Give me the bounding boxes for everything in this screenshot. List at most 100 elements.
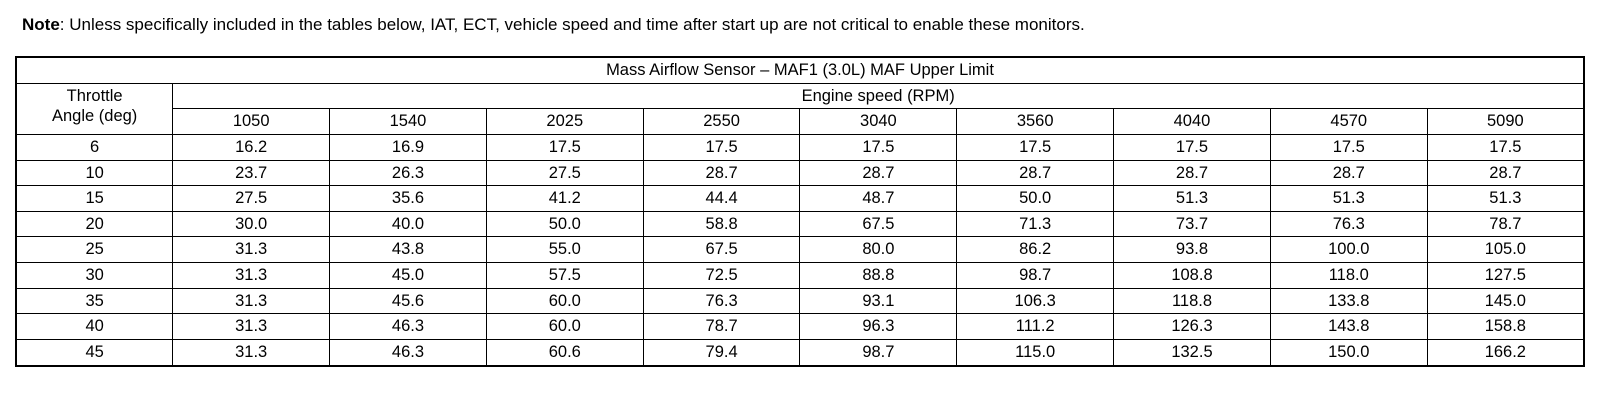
throttle-angle-value: 6: [15, 133, 174, 161]
maf-value-cell: 16.2: [172, 133, 331, 161]
column-group-header-row: Throttle Angle (deg) Engine speed (RPM): [15, 82, 1585, 135]
maf-value-cell: 28.7: [1113, 159, 1271, 187]
maf-value-cell: 132.5: [1113, 338, 1271, 367]
table-header: Mass Airflow Sensor – MAF1 (3.0L) MAF Up…: [15, 56, 1585, 135]
maf-value-cell: 133.8: [1269, 287, 1428, 315]
rpm-column-header: 2550: [642, 108, 801, 135]
table-row: 25 31.3 43.8 55.0 67.5 80.0 86.2 93.8 100.0 105.0: [15, 236, 1585, 264]
maf-value-cell: 76.3: [642, 287, 801, 315]
maf-value-cell: 28.7: [799, 159, 958, 187]
table-title: Mass Airflow Sensor – MAF1 (3.0L) MAF Up…: [15, 56, 1585, 84]
maf-value-cell: 96.3: [799, 313, 958, 340]
maf-upper-limit-table: Mass Airflow Sensor – MAF1 (3.0L) MAF Up…: [15, 56, 1585, 367]
maf-value-cell: 51.3: [1269, 185, 1428, 212]
maf-value-cell: 55.0: [485, 236, 644, 264]
maf-value-cell: 26.3: [329, 159, 487, 187]
maf-value-cell: 93.1: [799, 287, 958, 315]
maf-value-cell: 78.7: [1426, 210, 1585, 238]
maf-value-cell: 30.0: [172, 210, 331, 238]
maf-value-cell: 51.3: [1426, 185, 1585, 212]
maf-value-cell: 44.4: [642, 185, 801, 212]
maf-value-cell: 46.3: [329, 338, 487, 367]
maf-value-cell: 35.6: [329, 185, 487, 212]
maf-value-cell: 108.8: [1113, 262, 1271, 289]
rpm-column-header: 5090: [1426, 108, 1585, 135]
table-body: 6 16.2 16.9 17.5 17.5 17.5 17.5 17.5 17.5 17.5 10 2…: [15, 133, 1585, 367]
maf-value-cell: 158.8: [1426, 313, 1585, 340]
maf-value-cell: 79.4: [642, 338, 801, 367]
maf-value-cell: 27.5: [485, 159, 644, 187]
rpm-column-header: 1540: [329, 108, 487, 135]
rpm-column-header: 4570: [1269, 108, 1428, 135]
document-page: Note: Unless specifically included in th…: [15, 14, 1585, 367]
note-paragraph: Note: Unless specifically included in th…: [22, 14, 1585, 36]
maf-value-cell: 57.5: [485, 262, 644, 289]
maf-value-cell: 126.3: [1113, 313, 1271, 340]
throttle-angle-value: 20: [15, 210, 174, 238]
table-row: 30 31.3 45.0 57.5 72.5 88.8 98.7 108.8 118.0 127.…: [15, 262, 1585, 289]
maf-value-cell: 67.5: [799, 210, 958, 238]
maf-value-cell: 60.0: [485, 287, 644, 315]
rpm-column-header: 3560: [956, 108, 1115, 135]
throttle-angle-value: 25: [15, 236, 174, 264]
maf-value-cell: 100.0: [1269, 236, 1428, 264]
maf-value-cell: 50.0: [485, 210, 644, 238]
maf-value-cell: 31.3: [172, 236, 331, 264]
maf-value-cell: 78.7: [642, 313, 801, 340]
maf-value-cell: 143.8: [1269, 313, 1428, 340]
table-row: 40 31.3 46.3 60.0 78.7 96.3 111.2 126.3 143.8 158…: [15, 313, 1585, 340]
maf-value-cell: 43.8: [329, 236, 487, 264]
table-row: 15 27.5 35.6 41.2 44.4 48.7 50.0 51.3 51.3 51.3: [15, 185, 1585, 212]
maf-value-cell: 60.0: [485, 313, 644, 340]
note-label: Note: [22, 15, 60, 34]
maf-value-cell: 23.7: [172, 159, 331, 187]
maf-value-cell: 71.3: [956, 210, 1115, 238]
maf-value-cell: 28.7: [642, 159, 801, 187]
maf-value-cell: 115.0: [956, 338, 1115, 367]
maf-value-cell: 17.5: [956, 133, 1115, 161]
maf-value-cell: 118.8: [1113, 287, 1271, 315]
rpm-column-header: 1050: [172, 108, 331, 135]
maf-value-cell: 76.3: [1269, 210, 1428, 238]
maf-value-cell: 72.5: [642, 262, 801, 289]
maf-value-cell: 17.5: [1113, 133, 1271, 161]
table-row: 20 30.0 40.0 50.0 58.8 67.5 71.3 73.7 76.3 78.7: [15, 210, 1585, 238]
maf-value-cell: 93.8: [1113, 236, 1271, 264]
throttle-angle-header: Throttle Angle (deg): [15, 82, 174, 135]
rpm-column-header: 3040: [799, 108, 958, 135]
maf-value-cell: 16.9: [329, 133, 487, 161]
maf-value-cell: 80.0: [799, 236, 958, 264]
throttle-angle-value: 40: [15, 313, 174, 340]
maf-value-cell: 28.7: [1426, 159, 1585, 187]
maf-value-cell: 118.0: [1269, 262, 1428, 289]
maf-value-cell: 50.0: [956, 185, 1115, 212]
maf-value-cell: 27.5: [172, 185, 331, 212]
table-row: 6 16.2 16.9 17.5 17.5 17.5 17.5 17.5 17.5 17.5: [15, 133, 1585, 161]
maf-value-cell: 45.6: [329, 287, 487, 315]
maf-value-cell: 111.2: [956, 313, 1115, 340]
maf-value-cell: 150.0: [1269, 338, 1428, 367]
maf-value-cell: 145.0: [1426, 287, 1585, 315]
maf-value-cell: 51.3: [1113, 185, 1271, 212]
maf-value-cell: 17.5: [799, 133, 958, 161]
maf-value-cell: 46.3: [329, 313, 487, 340]
rpm-column-header: 4040: [1113, 108, 1271, 135]
maf-value-cell: 98.7: [799, 338, 958, 367]
rpm-column-header: 2025: [485, 108, 644, 135]
maf-value-cell: 88.8: [799, 262, 958, 289]
maf-value-cell: 17.5: [642, 133, 801, 161]
maf-value-cell: 166.2: [1426, 338, 1585, 367]
maf-value-cell: 67.5: [642, 236, 801, 264]
maf-value-cell: 31.3: [172, 287, 331, 315]
maf-value-cell: 17.5: [1269, 133, 1428, 161]
table-row: 45 31.3 46.3 60.6 79.4 98.7 115.0 132.5 150.0 166…: [15, 338, 1585, 367]
maf-value-cell: 31.3: [172, 338, 331, 367]
throttle-angle-value: 15: [15, 185, 174, 212]
maf-value-cell: 58.8: [642, 210, 801, 238]
maf-value-cell: 40.0: [329, 210, 487, 238]
engine-speed-header: Engine speed (RPM): [172, 82, 1585, 110]
throttle-angle-value: 45: [15, 338, 174, 367]
maf-value-cell: 41.2: [485, 185, 644, 212]
throttle-angle-value: 35: [15, 287, 174, 315]
throttle-angle-value: 30: [15, 262, 174, 289]
